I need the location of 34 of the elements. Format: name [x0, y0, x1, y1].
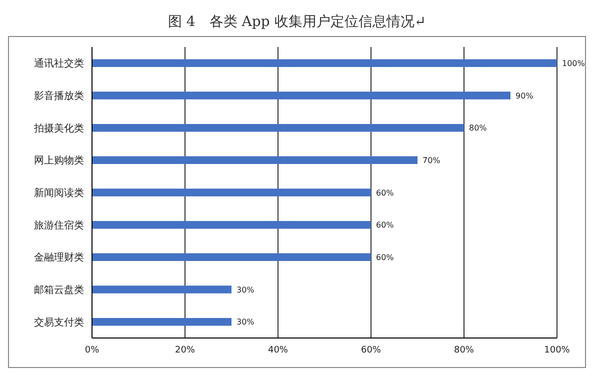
bar: [92, 156, 418, 164]
bar: [92, 253, 371, 262]
y-tick-label: 旅游住宿类: [34, 219, 84, 232]
y-tick-label: 通讯社交类: [34, 58, 84, 70]
bar: [92, 124, 464, 132]
data-label: 30%: [236, 318, 255, 327]
data-label: 30%: [236, 285, 255, 294]
bar: [92, 92, 510, 100]
y-tick-label: 网上购物类: [34, 154, 84, 167]
data-label: 60%: [376, 220, 394, 230]
y-tick-label: 影音播放类: [34, 90, 84, 102]
x-tick-label: 100%: [544, 345, 570, 356]
x-tick-label: 20%: [174, 345, 196, 356]
bar: [92, 188, 371, 196]
data-label: 60%: [376, 188, 394, 198]
data-label: 70%: [422, 156, 441, 166]
x-tick-label: 60%: [360, 345, 382, 356]
y-tick-label: 交易支付类: [34, 316, 84, 328]
x-tick-label: 0%: [84, 345, 100, 356]
bar: [92, 220, 371, 229]
y-tick-label: 新闻阅读类: [34, 187, 84, 200]
x-tick-label: 40%: [268, 345, 288, 356]
y-tick-label: 金融理财类: [34, 252, 84, 264]
bar: [92, 59, 557, 68]
y-tick-label: 邮箱云盘类: [34, 284, 84, 296]
bar: [92, 318, 232, 326]
data-label: 80%: [469, 124, 488, 133]
data-label: 60%: [376, 253, 394, 262]
data-label: 90%: [516, 91, 534, 100]
chart-title: 图 4 各类 App 收集用户定位信息情况↵: [166, 13, 428, 32]
x-tick-label: 80%: [454, 345, 474, 356]
bar: [92, 286, 232, 294]
data-label: 100%: [562, 59, 586, 68]
y-tick-label: 拍摄美化类: [33, 122, 84, 134]
